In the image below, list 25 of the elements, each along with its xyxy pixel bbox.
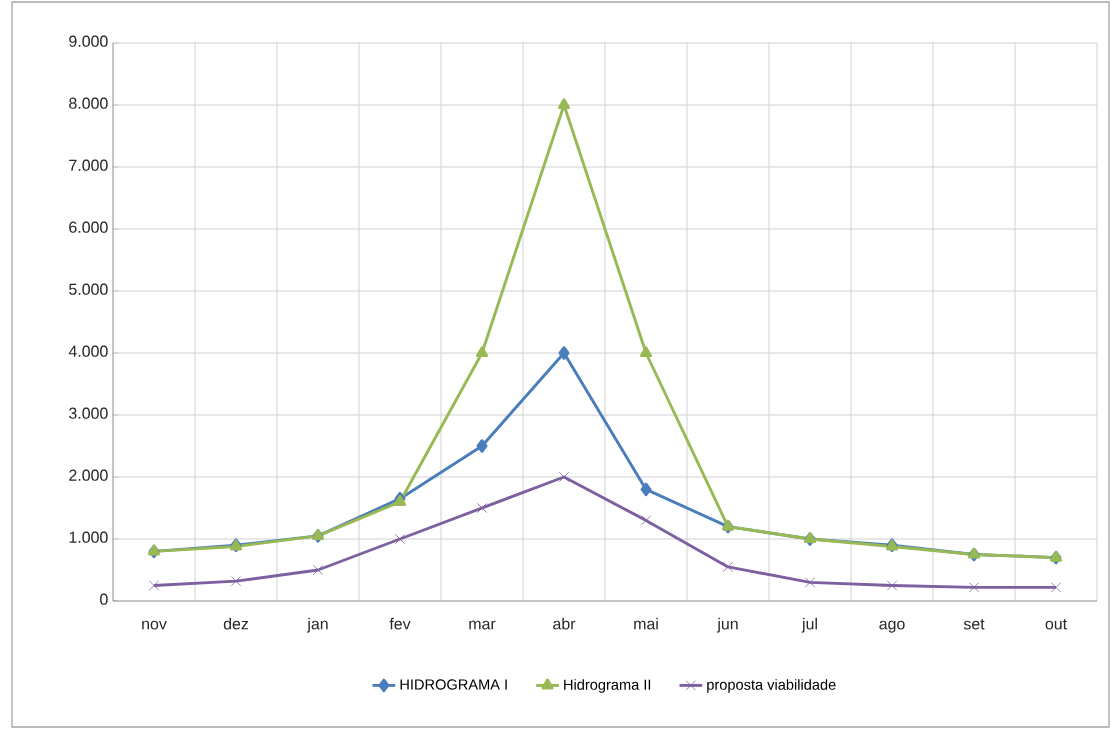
y-tick-label: 1.000 [69, 531, 108, 543]
y-tick-label: 7.000 [69, 159, 108, 171]
y-tick-label: 4.000 [68, 345, 108, 357]
y-tick-label: 6.000 [69, 221, 108, 233]
legend-label: HIDROGRAMA I [400, 679, 507, 690]
legend-label: Hidrograma II [564, 679, 651, 693]
x-tick-label: jun [716, 617, 738, 633]
x-tick-label: mar [469, 620, 496, 630]
y-tick-label: 2.000 [69, 469, 108, 481]
x-tick-label: set [963, 619, 985, 630]
x-tick-label: fev [389, 617, 411, 630]
x-tick-label: jul [801, 617, 817, 633]
x-tick-label: dez [223, 617, 249, 630]
y-tick-label: 0 [100, 593, 108, 605]
legend-label: proposta viabilidade [707, 679, 836, 693]
x-tick-label: jan [306, 617, 328, 633]
x-tick-label: ago [879, 620, 905, 633]
y-tick-label: 3.000 [69, 407, 108, 419]
x-tick-label: abr [553, 617, 576, 630]
x-tick-label: mai [634, 617, 658, 630]
y-tick-label: 5.000 [69, 283, 108, 295]
y-tick-label: 8.000 [69, 97, 108, 109]
x-tick-label: nov [142, 620, 167, 630]
x-tick-label: out [1045, 619, 1067, 630]
y-tick-label: 9.000 [69, 35, 108, 47]
